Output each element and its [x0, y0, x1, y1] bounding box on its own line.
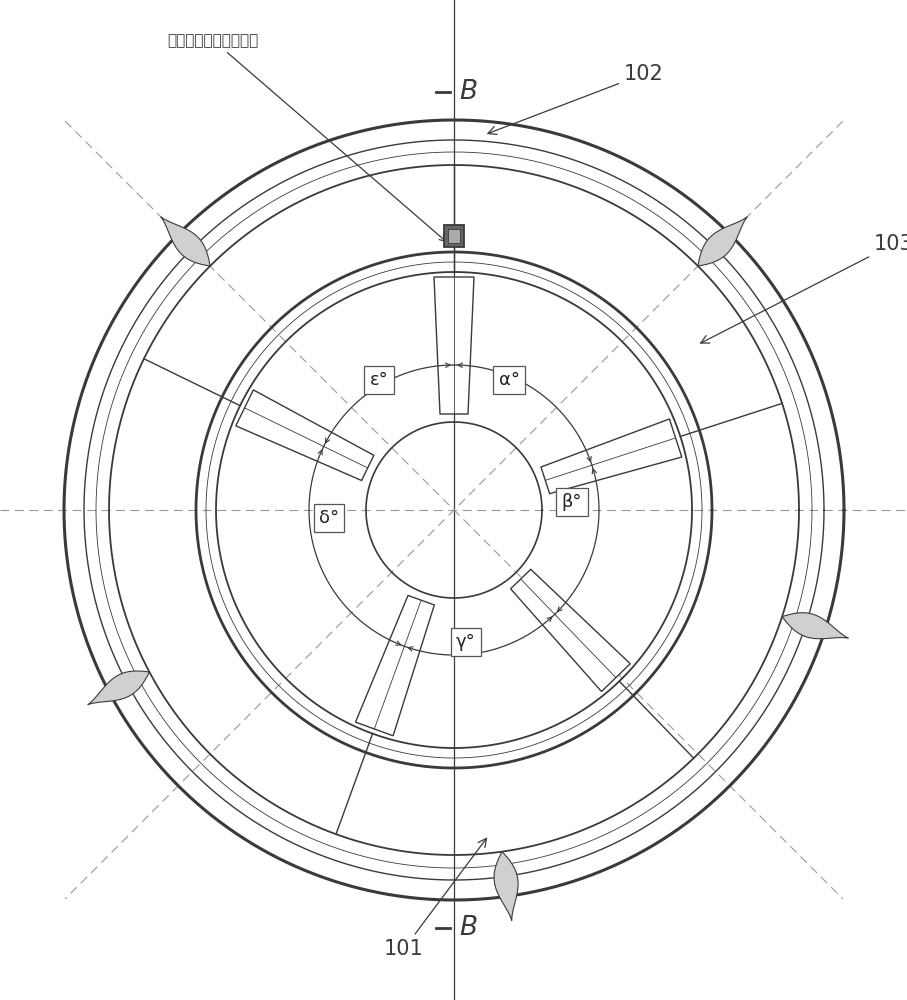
- Text: B: B: [459, 915, 477, 941]
- Text: 角向定位块位于正上方: 角向定位块位于正上方: [168, 33, 446, 241]
- Text: δ°: δ°: [319, 509, 339, 527]
- Text: 101: 101: [384, 838, 486, 959]
- Polygon shape: [541, 419, 682, 494]
- Text: 102: 102: [488, 64, 664, 134]
- Polygon shape: [698, 217, 747, 266]
- Text: ε°: ε°: [370, 371, 388, 389]
- Text: 103: 103: [701, 234, 907, 343]
- Polygon shape: [782, 613, 849, 639]
- Polygon shape: [161, 217, 210, 266]
- Polygon shape: [88, 671, 150, 705]
- Text: α°: α°: [499, 371, 520, 389]
- Polygon shape: [434, 277, 474, 414]
- Bar: [444, 225, 464, 247]
- Polygon shape: [236, 390, 374, 480]
- Text: γ°: γ°: [456, 633, 476, 651]
- Polygon shape: [356, 595, 434, 736]
- Text: B: B: [459, 79, 477, 105]
- Text: β°: β°: [561, 493, 582, 511]
- Polygon shape: [511, 569, 630, 691]
- Bar: [448, 229, 460, 243]
- Polygon shape: [494, 852, 518, 921]
